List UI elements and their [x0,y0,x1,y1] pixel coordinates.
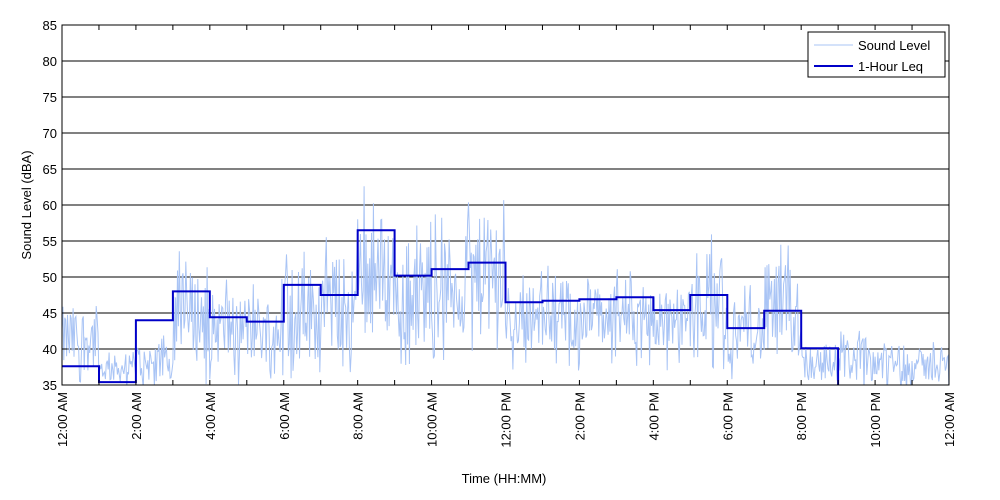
leq-step-line [62,229,840,385]
x-tick-label: 4:00 PM [646,392,661,440]
x-tick-label: 8:00 PM [794,392,809,440]
y-tick-label: 55 [43,234,57,249]
x-tick-label: 8:00 AM [351,392,366,440]
y-tick-label: 85 [43,18,57,33]
y-axis-label: Sound Level (dBA) [19,150,34,259]
x-tick-label: 2:00 AM [129,392,144,440]
x-tick-label: 12:00 PM [499,392,514,448]
x-tick-label: 12:00 AM [942,392,957,447]
legend-label-leq: 1-Hour Leq [858,59,923,74]
x-tick-label: 6:00 PM [720,392,735,440]
y-tick-label: 80 [43,54,57,69]
y-tick-label: 50 [43,270,57,285]
x-tick-label: 6:00 AM [277,392,292,440]
y-axis-ticks: 35 40 45 50 55 60 65 70 75 80 85 [43,18,949,393]
y-tick-label: 35 [43,378,57,393]
x-tick-label: 2:00 PM [572,392,587,440]
y-tick-label: 60 [43,198,57,213]
x-axis-ticks: 12:00 AM 2:00 AM 4:00 AM 6:00 AM 8:00 AM 10:0… [55,25,957,448]
legend-box [807,31,946,78]
x-tick-label: 10:00 PM [868,392,883,448]
y-tick-label: 70 [43,126,57,141]
y-tick-label: 75 [43,90,57,105]
x-axis-label: Time (HH:MM) [462,471,547,486]
leq-series [62,229,840,385]
x-tick-label: 12:00 AM [55,392,70,447]
legend-label-sound-level: Sound Level [858,38,930,53]
y-tick-label: 40 [43,342,57,357]
legend: Sound Level 1-Hour Leq [807,31,946,78]
x-tick-label: 10:00 AM [425,392,440,447]
x-tick-label: 4:00 AM [203,392,218,440]
y-tick-label: 45 [43,306,57,321]
y-tick-label: 65 [43,162,57,177]
